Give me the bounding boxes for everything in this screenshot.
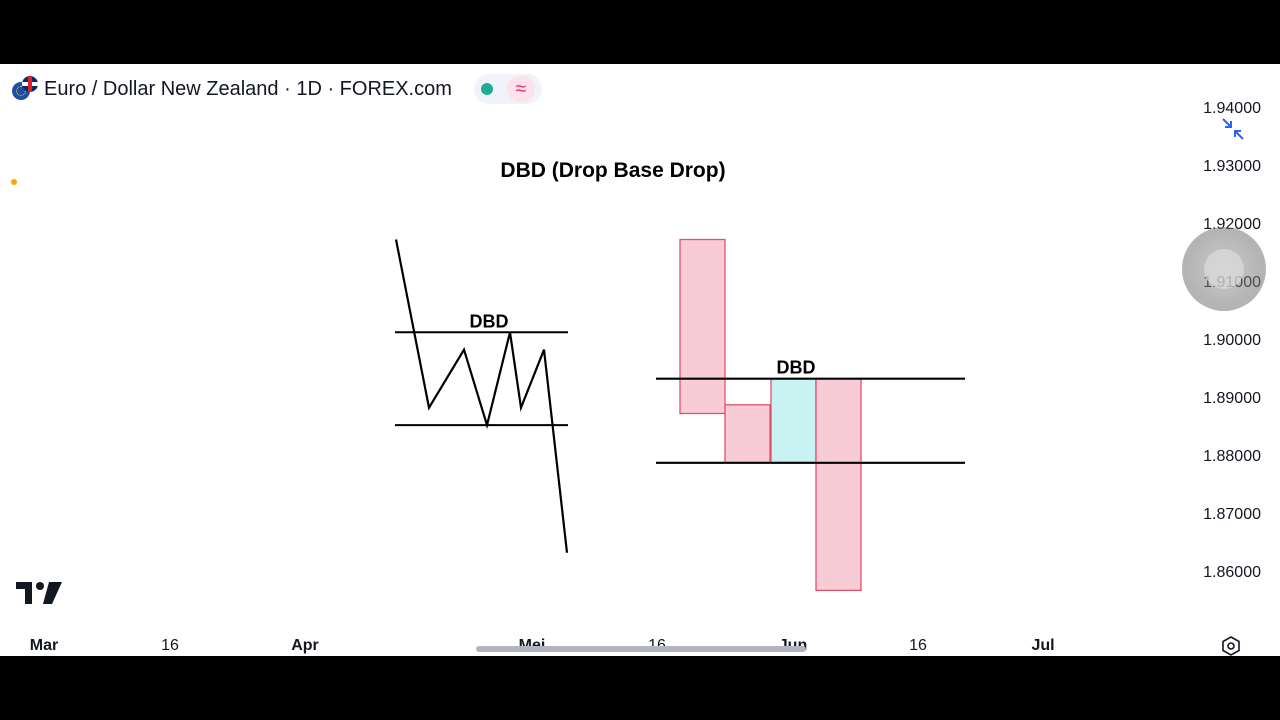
touch-indicator: [1182, 227, 1266, 311]
price-label: 1.93000: [1203, 158, 1261, 175]
line-pattern-label: DBD: [470, 311, 509, 331]
tradingview-logo-icon[interactable]: [16, 582, 62, 604]
indicator-dot-icon: [11, 179, 17, 185]
candle-pattern-group: DBD: [656, 238, 965, 592]
collapse-arrows-icon[interactable]: [1218, 114, 1248, 144]
letterbox-top: [0, 0, 1280, 64]
price-label: 1.86000: [1203, 564, 1261, 581]
zigzag-price-path: [394, 239, 569, 553]
chart-title: DBD (Drop Base Drop): [500, 159, 725, 182]
time-axis[interactable]: Mar16AprMei16Jun16Jul: [0, 634, 1280, 656]
wave-icon: ≈: [506, 76, 535, 102]
time-label: Mar: [29, 637, 59, 654]
candle-body: [815, 378, 862, 592]
price-axis[interactable]: 1.940001.930001.920001.910001.900001.890…: [1180, 64, 1280, 634]
candle-body: [679, 238, 726, 415]
candle-body: [770, 378, 817, 464]
time-label: Apr: [291, 637, 319, 654]
candle-pattern-label: DBD: [777, 358, 816, 378]
price-label: 1.88000: [1203, 448, 1261, 465]
time-scroll-handle[interactable]: [476, 646, 806, 652]
time-label: 16: [161, 637, 179, 654]
chart-canvas[interactable]: DBD (Drop Base Drop) DBD DBD: [0, 64, 1180, 634]
market-status-pill[interactable]: ≈: [473, 74, 542, 104]
chart-header: Euro / Dollar New Zealand · 1D · FOREX.c…: [12, 74, 542, 104]
price-label: 1.94000: [1203, 100, 1261, 117]
settings-gear-icon[interactable]: [1220, 635, 1242, 656]
line-pattern-group: DBD: [394, 239, 569, 553]
time-label: 16: [909, 637, 927, 654]
eur-nzd-flags-icon: [12, 76, 38, 102]
price-label: 1.87000: [1203, 506, 1261, 523]
market-open-dot-icon: [480, 83, 493, 95]
time-label: Jul: [1031, 637, 1055, 654]
candle-body: [724, 404, 771, 464]
letterbox-bottom: [0, 656, 1280, 720]
price-label: 1.89000: [1203, 390, 1261, 407]
symbol-title[interactable]: Euro / Dollar New Zealand · 1D · FOREX.c…: [44, 77, 452, 100]
chart-screen[interactable]: Euro / Dollar New Zealand · 1D · FOREX.c…: [0, 64, 1280, 656]
price-label: 1.90000: [1203, 332, 1261, 349]
